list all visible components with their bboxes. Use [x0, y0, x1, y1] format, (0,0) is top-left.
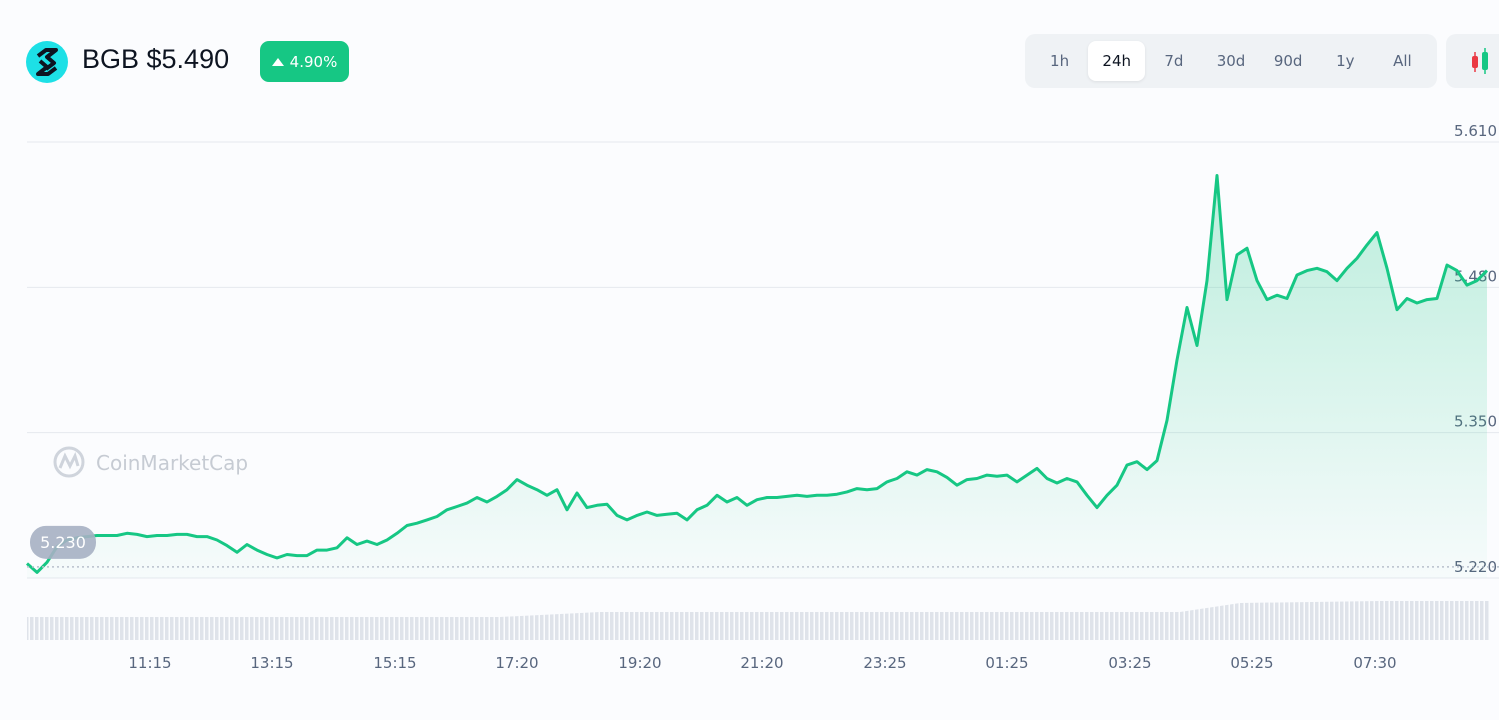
price-area — [27, 175, 1487, 578]
x-tick-label: 05:25 — [1230, 654, 1273, 672]
open-price-tag — [30, 525, 96, 559]
logo — [26, 41, 68, 83]
range-button[interactable]: 24h — [1088, 41, 1146, 81]
up-arrow — [271, 57, 284, 66]
range-button[interactable]: 1h — [1050, 52, 1070, 70]
x-tick-label: 11:15 — [128, 654, 171, 672]
range-button[interactable]: 7d — [1164, 52, 1184, 70]
x-tick-label: 19:20 — [618, 654, 661, 672]
range-button[interactable]: 30d — [1216, 52, 1246, 70]
price-line — [26, 174, 1489, 574]
change-text: 4.90% — [289, 52, 338, 71]
x-tick-label: 23:25 — [863, 654, 906, 672]
x-tick-label: 15:15 — [373, 654, 416, 672]
range-button[interactable]: 90d — [1273, 52, 1303, 70]
volume-bars — [27, 601, 1490, 640]
range-button[interactable]: All — [1393, 52, 1412, 70]
range-toolbar: 1h 24h 7d 30d 90d 1y All — [1025, 34, 1437, 88]
x-tick-label: 17:20 — [495, 654, 538, 672]
x-tick-label: 07:30 — [1353, 654, 1396, 672]
open-price-label: 5.230 — [40, 533, 86, 552]
x-tick-label: 21:20 — [740, 654, 783, 672]
range-button[interactable]: 1y — [1336, 52, 1355, 70]
change-badge: 4.90% — [260, 41, 349, 82]
watermark-text: CoinMarketCap — [96, 451, 248, 475]
y-tick-label: 5.610 — [1454, 122, 1497, 140]
candle-icon — [1472, 48, 1488, 74]
x-tick-label: 01:25 — [985, 654, 1028, 672]
coin-price: BGB $5.490 — [82, 44, 230, 74]
candle-toggle[interactable] — [1446, 34, 1499, 88]
x-tick-label: 03:25 — [1108, 654, 1151, 672]
x-tick-label: 13:15 — [250, 654, 293, 672]
watermark: CoinMarketCap — [53, 446, 248, 478]
